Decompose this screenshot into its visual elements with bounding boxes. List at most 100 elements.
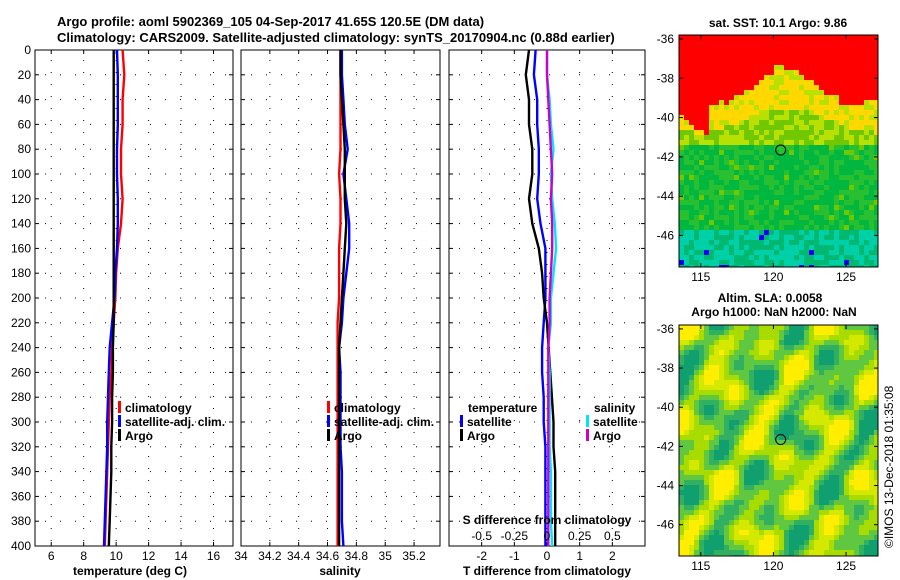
map-cell (739, 180, 744, 185)
map-cell (759, 330, 764, 335)
map-cell (734, 120, 739, 125)
map-cell (744, 105, 749, 110)
grid-dot (51, 288, 52, 289)
map-cell (789, 445, 794, 450)
map-cell (824, 245, 829, 250)
map-cell (824, 375, 829, 380)
grid-dot (105, 248, 106, 249)
map-cell (689, 395, 694, 400)
map-cell (754, 460, 759, 465)
map-cell (834, 165, 839, 170)
map-cell (694, 355, 699, 360)
map-cell (804, 415, 809, 420)
map-cell (874, 375, 879, 380)
map-cell (699, 250, 704, 255)
map-cell (734, 60, 739, 65)
map-cell (839, 370, 844, 375)
sla-map-title-line2: Argo h1000: NaN h2000: NaN (691, 305, 856, 319)
y-tick-label: -42 (657, 150, 675, 164)
map-cell (834, 445, 839, 450)
map-cell (784, 130, 789, 135)
map-cell (694, 345, 699, 350)
grid-dot (612, 96, 613, 97)
map-cell (729, 135, 734, 140)
map-cell (869, 85, 874, 90)
grid-dot (356, 252, 357, 253)
map-cell (859, 170, 864, 175)
grid-dot (90, 124, 91, 125)
map-cell (869, 440, 874, 445)
grid-dot (241, 492, 242, 493)
map-cell (804, 90, 809, 95)
map-cell (779, 130, 784, 135)
map-cell (739, 185, 744, 190)
map-cell (759, 185, 764, 190)
temperature-legend: climatology satellite-adj. clim. Argo (118, 401, 225, 443)
map-cell (874, 60, 879, 65)
grid-dot (298, 324, 299, 325)
grid-dot (612, 396, 613, 397)
map-cell (699, 260, 704, 265)
grid-dot (311, 174, 312, 175)
map-cell (814, 160, 819, 165)
map-cell (799, 465, 804, 470)
map-cell (689, 170, 694, 175)
map-cell (759, 175, 764, 180)
grid-dot (75, 298, 76, 299)
map-cell (849, 180, 854, 185)
map-cell (684, 425, 689, 430)
map-cell (714, 470, 719, 475)
map-cell (859, 475, 864, 480)
grid-dot (579, 336, 580, 337)
map-cell (699, 400, 704, 405)
grid-dot (51, 360, 52, 361)
map-cell (704, 340, 709, 345)
grid-dot (327, 252, 328, 253)
map-cell (754, 480, 759, 485)
map-cell (864, 130, 869, 135)
grid-dot (431, 521, 432, 522)
map-cell (684, 160, 689, 165)
map-cell (744, 215, 749, 220)
map-cell (704, 220, 709, 225)
map-cell (874, 445, 879, 450)
map-cell (744, 210, 749, 215)
y-tick-label: 220 (11, 316, 31, 330)
map-cell (734, 105, 739, 110)
map-cell (869, 140, 874, 145)
grid-dot (116, 336, 117, 337)
map-cell (689, 340, 694, 345)
map-cell (684, 75, 689, 80)
map-cell (689, 350, 694, 355)
legend-climatology-swatch (327, 401, 330, 413)
map-cell (744, 455, 749, 460)
map-cell (774, 185, 779, 190)
map-cell (694, 85, 699, 90)
map-cell (834, 330, 839, 335)
map-cell (794, 75, 799, 80)
map-cell (849, 215, 854, 220)
grid-dot (385, 180, 386, 181)
map-cell (699, 175, 704, 180)
grid-dot (624, 446, 625, 447)
map-cell (844, 90, 849, 95)
grid-dot (534, 372, 535, 373)
map-cell (829, 450, 834, 455)
map-cell (679, 475, 684, 480)
grid-dot (225, 397, 226, 398)
map-cell (754, 65, 759, 70)
grid-dot (547, 216, 548, 217)
map-cell (689, 145, 694, 150)
grid-dot (386, 50, 387, 51)
grid-dot (120, 248, 121, 249)
map-cell (704, 110, 709, 115)
x-tick-label: 1 (576, 549, 583, 563)
map-cell (729, 235, 734, 240)
map-cell (799, 440, 804, 445)
map-cell (794, 165, 799, 170)
map-cell (809, 420, 814, 425)
map-cell (709, 80, 714, 85)
grid-dot (75, 223, 76, 224)
grid-dot (241, 444, 242, 445)
map-cell (694, 455, 699, 460)
